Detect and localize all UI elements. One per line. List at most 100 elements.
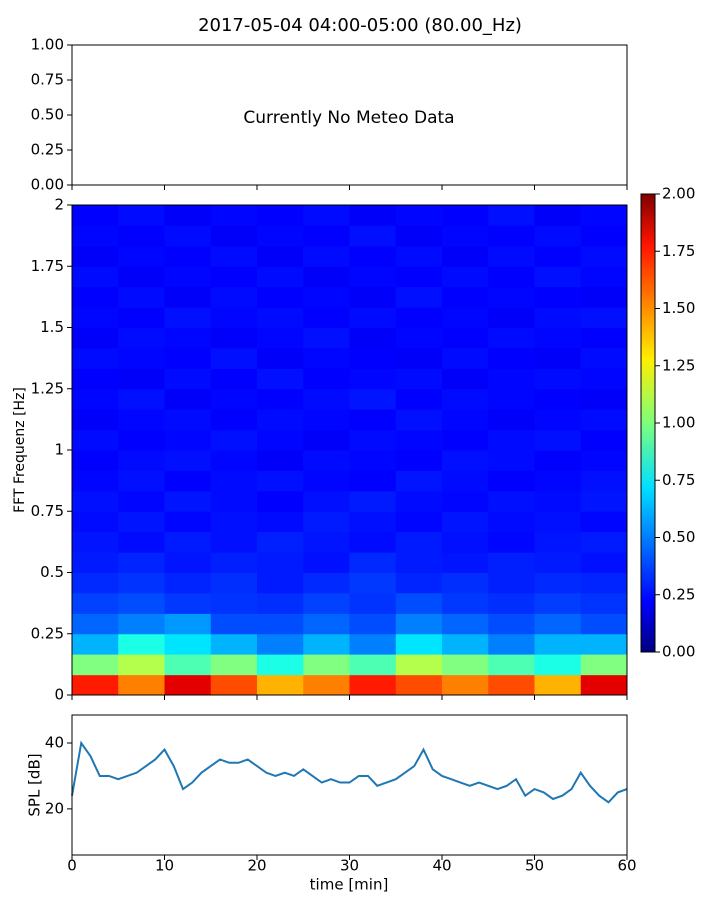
heatmap-cell [349, 429, 397, 451]
heatmap-cell [534, 429, 582, 451]
heatmap-cell [395, 266, 443, 288]
heatmap-cell [349, 470, 397, 492]
heatmap-cell [488, 307, 535, 328]
heatmap-cell [303, 654, 350, 676]
heatmap-cell [164, 470, 212, 492]
heatmap-cell [257, 266, 304, 288]
heatmap-cell [488, 450, 535, 471]
heatmap-cell [72, 266, 119, 288]
heatmap-cell [349, 511, 397, 533]
heatmap-cell [442, 225, 489, 247]
heatmap-cell [395, 531, 443, 553]
heatmap-cell [118, 633, 165, 655]
heatmap-cell [257, 347, 304, 369]
heatmap-cell [349, 327, 397, 349]
heatmap-cell [395, 654, 443, 676]
heatmap-cell [580, 531, 628, 553]
heatmap-cell [534, 654, 582, 676]
heatmap-cell [257, 225, 304, 247]
heatmap-cell [395, 347, 443, 369]
heatmap-cell [257, 307, 304, 328]
x-tick-label: 40 [432, 857, 451, 875]
heatmap-cell [118, 225, 165, 247]
heatmap-cell [72, 470, 119, 492]
heatmap-cell [580, 266, 628, 288]
heatmap-cell [210, 450, 258, 471]
heatmap-cell [442, 307, 489, 328]
heatmap-cell [118, 409, 165, 431]
heatmap-cell [118, 654, 165, 676]
colorbar-tick-label: 2.00 [662, 185, 695, 203]
heatmap-cell [442, 388, 489, 410]
heatmap-cell [534, 490, 582, 512]
heatmap-cell [72, 307, 119, 328]
heatmap-cell [210, 592, 258, 614]
heatmap-cell [210, 633, 258, 655]
heatmap-cell [534, 470, 582, 492]
heatmap-cell [257, 552, 304, 573]
heatmap-cell [488, 572, 535, 594]
heatmap-cell [395, 205, 443, 226]
annotation: Currently No Meteo Data [243, 108, 454, 128]
heatmap-cell [72, 286, 119, 308]
heatmap-cell [442, 674, 489, 696]
heatmap-cell [210, 552, 258, 573]
heatmap-cell [580, 552, 628, 573]
heatmap-cell [210, 531, 258, 553]
heatmap-cell [349, 409, 397, 431]
heatmap-cell [580, 633, 628, 655]
y-tick-label: 0.50 [31, 106, 64, 124]
heatmap-cell [118, 674, 165, 696]
heatmap-cell [395, 409, 443, 431]
heatmap-cell [349, 613, 397, 635]
heatmap-cell [442, 613, 489, 635]
y-tick-label: 1.75 [31, 257, 64, 275]
heatmap-cell [349, 674, 397, 696]
heatmap-cell [488, 409, 535, 431]
heatmap-cell [534, 307, 582, 328]
heatmap-cell [164, 409, 212, 431]
heatmap-cell [580, 307, 628, 328]
heatmap-cell [580, 613, 628, 635]
colorbar-tick-label: 0.25 [662, 585, 695, 603]
heatmap-cell [580, 592, 628, 614]
heatmap-cell [210, 490, 258, 512]
heatmap-cell [72, 490, 119, 512]
heatmap-cell [118, 347, 165, 369]
heatmap-cell [534, 674, 582, 696]
heatmap-cell [488, 552, 535, 573]
heatmap-cell [580, 572, 628, 594]
heatmap-cell [442, 470, 489, 492]
heatmap-cell [164, 531, 212, 553]
heatmap-cell [118, 511, 165, 533]
line [71, 740, 628, 804]
heatmap-cell [395, 490, 443, 512]
heatmap-cell [303, 409, 350, 431]
heatmap-cell [442, 552, 489, 573]
heatmap-cell [118, 388, 165, 410]
heatmap-cell [488, 327, 535, 349]
heatmap-cell [349, 633, 397, 655]
heatmap-cell [488, 245, 535, 267]
heatmap-cell [442, 327, 489, 349]
heatmap-cell [395, 613, 443, 635]
heatmap-cell [210, 368, 258, 390]
heatmap-cell [210, 307, 258, 328]
heatmap-cell [580, 225, 628, 247]
heatmap-cell [349, 552, 397, 573]
heatmap-cell [442, 490, 489, 512]
axes-frame [71, 714, 628, 856]
heatmap-cell [349, 531, 397, 553]
heatmap-cell [442, 429, 489, 451]
heatmap-cell [488, 674, 535, 696]
heatmap-cell [442, 450, 489, 471]
heatmap-cell [534, 368, 582, 390]
heatmap-cell [257, 368, 304, 390]
x-tick-label: 30 [340, 857, 359, 875]
heatmap-cell [488, 266, 535, 288]
heatmap-cell [72, 450, 119, 471]
heatmap-cell [442, 245, 489, 267]
y-axis-label: SPL [dB] [26, 753, 44, 816]
heatmap-cell [118, 552, 165, 573]
heatmap-cell [580, 450, 628, 471]
